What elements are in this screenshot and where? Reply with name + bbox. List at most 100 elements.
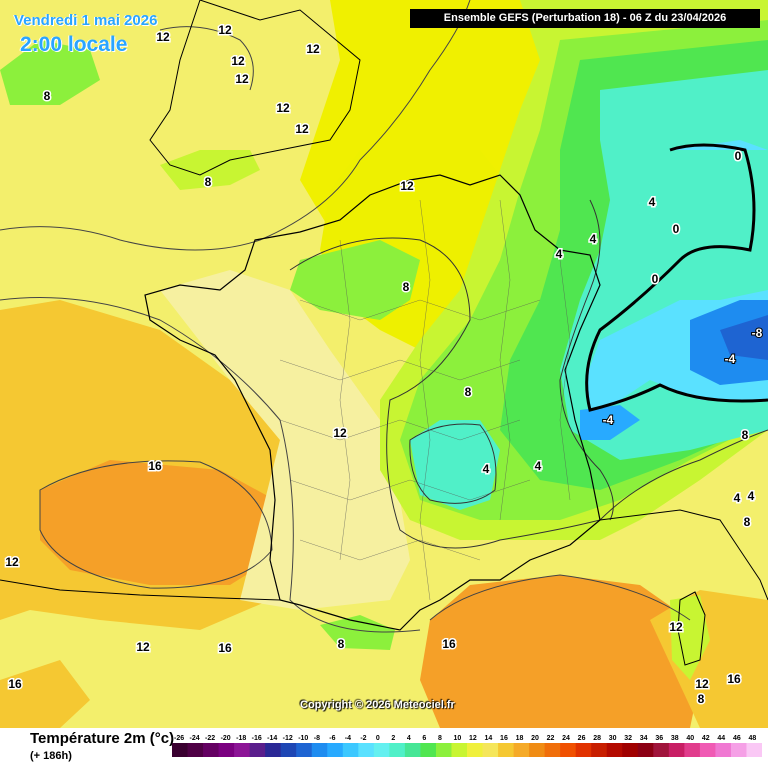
contour-label: 0 <box>673 222 680 236</box>
contour-label: 16 <box>442 637 456 651</box>
scale-tick-label: -2 <box>360 735 366 742</box>
contour-label: 12 <box>333 426 347 440</box>
scale-swatch <box>404 743 421 757</box>
scale-tick-label: 38 <box>671 735 679 742</box>
scale-swatch <box>668 743 685 757</box>
scale-swatch <box>249 743 266 757</box>
contour-label: -4 <box>725 352 736 366</box>
contour-label: 8 <box>465 385 472 399</box>
scale-tick-label: 24 <box>562 735 570 742</box>
scale-swatch <box>218 743 235 757</box>
scale-tick-label: 42 <box>702 735 710 742</box>
scale-tick-label: 12 <box>469 735 477 742</box>
contour-label: 4 <box>556 247 563 261</box>
scale-tick-label: -16 <box>252 735 262 742</box>
contour-label: 8 <box>403 280 410 294</box>
contour-label: 16 <box>148 459 162 473</box>
contour-label: 16 <box>727 672 741 686</box>
contour-label: 4 <box>734 491 741 505</box>
scale-tick-label: 32 <box>624 735 632 742</box>
scale-swatch <box>730 743 747 757</box>
contour-label: 12 <box>5 555 19 569</box>
scale-tick-label: 6 <box>422 735 426 742</box>
scale-swatch <box>451 743 468 757</box>
scale-swatch <box>482 743 499 757</box>
scale-swatch <box>234 743 251 757</box>
scale-tick-label: 28 <box>593 735 601 742</box>
scale-tick-label: 8 <box>438 735 442 742</box>
scale-swatch <box>373 743 390 757</box>
scale-swatch <box>622 743 639 757</box>
scale-swatch <box>637 743 654 757</box>
scale-swatch <box>342 743 359 757</box>
contour-label: 8 <box>44 89 51 103</box>
scale-tick-label: 18 <box>516 735 524 742</box>
scale-swatch <box>498 743 515 757</box>
scale-swatch <box>529 743 546 757</box>
run-info-banner: Ensemble GEFS (Perturbation 18) - 06 Z d… <box>410 9 760 28</box>
scale-swatch <box>327 743 344 757</box>
contour-label: 12 <box>235 72 249 86</box>
scale-tick-label: -10 <box>298 735 308 742</box>
scale-swatch <box>280 743 297 757</box>
scale-swatch <box>296 743 313 757</box>
scale-tick-label: 44 <box>717 735 725 742</box>
scale-tick-label: 16 <box>500 735 508 742</box>
scale-swatch <box>265 743 282 757</box>
contour-label: 12 <box>156 30 170 44</box>
contour-label: 12 <box>136 640 150 654</box>
contour-label: 4 <box>590 232 597 246</box>
contour-label: 16 <box>218 641 232 655</box>
contour-label: 4 <box>535 459 542 473</box>
scale-tick-label: 34 <box>640 735 648 742</box>
scale-tick-label: -12 <box>283 735 293 742</box>
scale-swatch <box>420 743 437 757</box>
scale-tick-label: 36 <box>655 735 663 742</box>
scale-tick-label: -18 <box>236 735 246 742</box>
scale-swatch <box>746 743 762 757</box>
scale-swatch <box>358 743 375 757</box>
scale-swatch <box>172 743 189 757</box>
contour-label: 8 <box>744 515 751 529</box>
contour-label: 12 <box>276 101 290 115</box>
scale-swatch <box>606 743 623 757</box>
scale-swatch <box>513 743 530 757</box>
scale-swatch <box>544 743 561 757</box>
contour-label: 8 <box>338 637 345 651</box>
scale-tick-label: -4 <box>345 735 351 742</box>
forecast-time: 2:00 locale <box>20 33 128 56</box>
contour-label: 12 <box>231 54 245 68</box>
scale-swatch <box>560 743 577 757</box>
forecast-date: Vendredi 1 mai 2026 <box>14 12 158 29</box>
scale-tick-label: -14 <box>267 735 277 742</box>
scale-swatch <box>684 743 701 757</box>
scale-tick-label: 20 <box>531 735 539 742</box>
scale-tick-label: 4 <box>407 735 411 742</box>
scale-swatch <box>467 743 484 757</box>
contour-label: 12 <box>295 122 309 136</box>
scale-tick-label: -24 <box>190 735 200 742</box>
contour-label: 4 <box>748 489 755 503</box>
scale-tick-label: 0 <box>376 735 380 742</box>
copyright: Copyright © 2026 Meteociel.fr <box>300 699 455 711</box>
scale-tick-label: 30 <box>609 735 617 742</box>
scale-tick-label: 48 <box>748 735 756 742</box>
contour-label: 12 <box>306 42 320 56</box>
scale-swatch <box>435 743 452 757</box>
contour-label: 0 <box>652 272 659 286</box>
scale-tick-label: 46 <box>733 735 741 742</box>
contour-label: 0 <box>735 149 742 163</box>
contour-label: 4 <box>649 195 656 209</box>
scale-tick-label: 40 <box>686 735 694 742</box>
contour-label: -8 <box>752 326 763 340</box>
contour-label: 12 <box>695 677 709 691</box>
forecast-hours: (+ 186h) <box>30 750 72 762</box>
contour-label: 8 <box>742 428 749 442</box>
scale-tick-label: -6 <box>329 735 335 742</box>
scale-swatch <box>311 743 328 757</box>
contour-label: 12 <box>400 179 414 193</box>
scale-swatch <box>591 743 608 757</box>
legend-bar: Température 2m (°c) (+ 186h) -26 -24 -22 -2… <box>0 728 768 768</box>
contour-label: -4 <box>603 413 614 427</box>
